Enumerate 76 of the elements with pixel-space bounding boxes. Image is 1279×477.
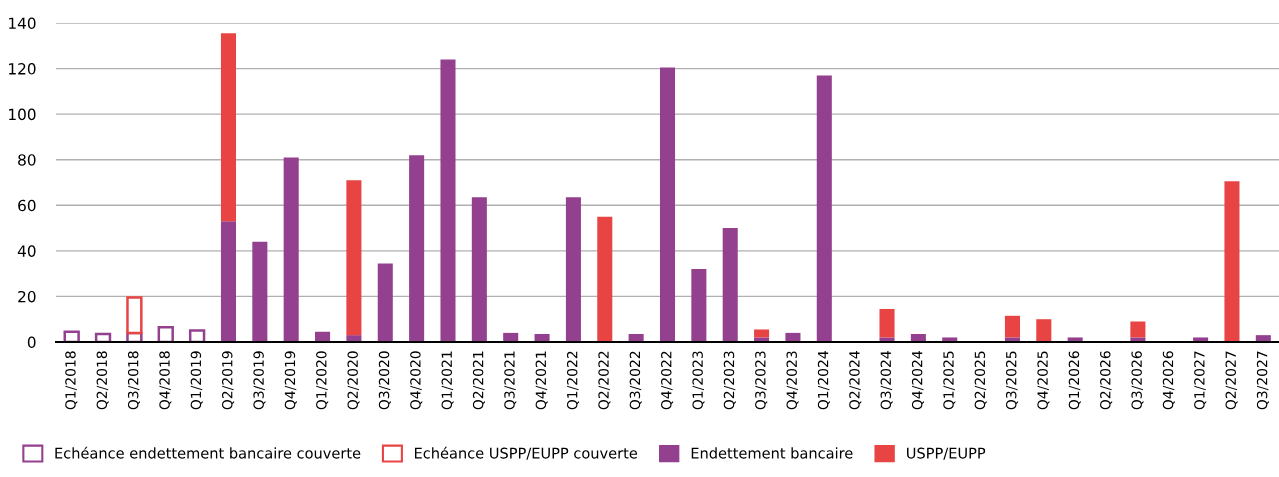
x-tick-label: Q1/2020: [316, 351, 329, 410]
x-tick-label: Q3/2021: [504, 351, 517, 410]
x-tick-label: Q1/2022: [566, 351, 580, 410]
bar: [377, 263, 393, 342]
y-tick-label: 140: [9, 17, 36, 30]
x-tick-label: Q2/2022: [598, 351, 611, 410]
bar: [879, 337, 895, 342]
bar: [565, 197, 581, 342]
x-tick-label: Q2/2020: [347, 351, 360, 410]
x-tick-label: Q3/2019: [253, 351, 266, 410]
y-tick-label: 40: [17, 245, 36, 257]
x-tick-label: Q1/2018: [65, 351, 78, 410]
bar: [1036, 319, 1052, 342]
x-tick-label: Q1/2024: [817, 351, 830, 410]
x-tick-label: Q1/2026: [1068, 351, 1081, 410]
x-tick-label: Q4/2019: [284, 351, 297, 410]
bar: [220, 33, 236, 222]
x-tick-label: Q1/2021: [441, 351, 454, 410]
y-tick-label: 0: [27, 336, 36, 349]
y-tick-label: 60: [18, 199, 36, 212]
bar: [188, 329, 206, 342]
bar: [816, 75, 832, 342]
x-tick-label: Q4/2025: [1037, 351, 1050, 410]
x-tick-label: Q2/2024: [849, 351, 862, 410]
x-tick-label: Q4/2026: [1162, 351, 1175, 410]
x-tick-label: Q1/2025: [943, 351, 956, 410]
bar: [440, 59, 456, 342]
legend-label: Echéance endettement bancaire couverte: [55, 446, 361, 459]
y-tick-label: 80: [18, 154, 36, 166]
y-tick-label: 100: [9, 108, 36, 121]
bar: [409, 155, 425, 342]
x-tick-label: Q4/2023: [786, 351, 799, 410]
x-tick-label: Q2/2025: [974, 351, 987, 410]
x-tick-label: Q3/2020: [378, 351, 391, 410]
bar: [220, 221, 236, 342]
x-tick-label: Q2/2021: [472, 351, 485, 410]
bar: [252, 241, 268, 342]
x-tick-label: Q4/2021: [535, 351, 548, 410]
legend-label: Endettement bancaire: [691, 447, 853, 459]
bar: [691, 269, 707, 342]
x-tick-label: Q2/2023: [723, 351, 736, 410]
x-tick-label: Q4/2024: [911, 351, 924, 410]
bar: [63, 330, 80, 342]
bar: [1224, 181, 1240, 342]
x-tick-label: Q3/2024: [880, 351, 893, 410]
y-tick-label: 20: [18, 290, 36, 303]
x-tick-label: Q1/2027: [1194, 351, 1207, 410]
legend-label: USPP/EUPP: [907, 447, 986, 460]
bar: [346, 180, 362, 336]
x-tick-label: Q2/2019: [222, 351, 235, 410]
x-tick-label: Q3/2022: [629, 351, 642, 410]
x-tick-label: Q3/2027: [1256, 351, 1269, 410]
x-tick-label: Q2/2026: [1100, 351, 1113, 410]
bar: [659, 67, 676, 342]
x-tick-label: Q3/2025: [1005, 351, 1019, 410]
bar: [722, 228, 738, 342]
x-tick-label: Q4/2022: [661, 351, 674, 410]
bar: [283, 157, 299, 342]
x-tick-label: Q3/2026: [1131, 351, 1144, 410]
bar: [879, 308, 895, 338]
x-tick-label: Q1/2019: [190, 351, 203, 410]
bar: [1004, 315, 1020, 338]
bar: [754, 329, 770, 338]
x-tick-label: Q2/2018: [96, 351, 109, 410]
x-tick-label: Q2/2027: [1225, 351, 1238, 410]
bar: [471, 197, 487, 342]
bar: [157, 325, 174, 342]
y-tick-label: 120: [9, 63, 36, 75]
bar: [1130, 321, 1146, 338]
x-tick-label: Q3/2018: [127, 351, 141, 410]
x-tick-label: Q1/2023: [692, 351, 705, 410]
x-tick-label: Q4/2018: [159, 351, 172, 410]
legend-label: Echéance USPP/EUPP couverte: [414, 446, 638, 460]
bar: [597, 216, 613, 342]
x-tick-label: Q3/2023: [755, 351, 768, 410]
x-tick-label: Q4/2020: [410, 351, 423, 410]
